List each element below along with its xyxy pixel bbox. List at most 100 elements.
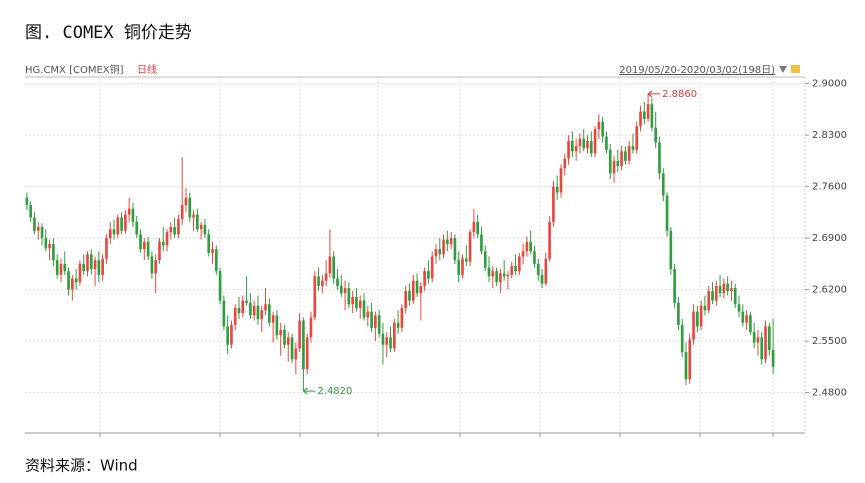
candle-body (400, 307, 404, 328)
candle-body (249, 302, 252, 316)
candle-body (567, 140, 570, 159)
candle-body (476, 221, 479, 235)
candle-body (434, 249, 438, 257)
candle-body (385, 337, 389, 345)
candle-body (639, 111, 642, 127)
candle-body (127, 208, 131, 215)
range-label[interactable]: 2019/05/20-2020/03/02(198日) (619, 65, 775, 76)
candle-body (563, 158, 567, 169)
candle-body (646, 104, 650, 119)
candle-body (624, 151, 627, 161)
candle-body (93, 260, 97, 269)
period-label: 日线 (137, 63, 157, 76)
candle-body (108, 229, 112, 239)
y-tick-label: 2.5500 (812, 336, 847, 347)
candle-body (294, 348, 298, 360)
candle-body (468, 232, 472, 262)
candle-body (86, 254, 89, 272)
candle-body (211, 249, 214, 253)
candle-body (218, 271, 222, 301)
candle-body (116, 217, 120, 235)
candle-body (74, 278, 78, 283)
candle-body (184, 197, 188, 205)
candle-body (321, 280, 324, 286)
candle-body (302, 320, 305, 370)
candle-body (449, 238, 453, 244)
y-tick-label: 2.4800 (812, 388, 847, 399)
candle-body (642, 111, 646, 119)
candle-body (438, 249, 442, 255)
candle-body (355, 296, 358, 308)
candle-body (196, 214, 199, 230)
candle-body (752, 332, 756, 343)
candle-body (616, 160, 620, 166)
candle-body (760, 337, 764, 360)
candle-body (578, 138, 582, 147)
candle-body (78, 263, 82, 283)
candle-body (661, 173, 665, 196)
candle-body (40, 227, 44, 239)
candle-body (589, 140, 593, 154)
candle-body (741, 311, 745, 323)
candle-body (52, 243, 55, 261)
candle-body (696, 311, 699, 327)
candle-body (608, 149, 612, 174)
candle-body (139, 234, 142, 250)
candle-body (411, 280, 415, 301)
dropdown-icon[interactable] (779, 66, 787, 73)
candle-body (328, 256, 332, 274)
y-tick-label: 2.9000 (812, 79, 847, 90)
lock-icon[interactable] (791, 65, 800, 73)
candle-body (146, 241, 150, 257)
candle-body (339, 285, 343, 294)
candle-body (33, 217, 36, 231)
candle-body (767, 326, 771, 350)
candle-body (25, 197, 29, 205)
candle-body (55, 260, 59, 275)
candle-body (555, 186, 559, 193)
candle-body (222, 300, 226, 327)
candle-body (544, 258, 548, 284)
candle-body (192, 214, 195, 218)
candle-body (669, 230, 673, 269)
annotation-label: 2.8860 (662, 89, 697, 100)
candle-body (264, 304, 267, 311)
candle-body (286, 337, 290, 345)
candle-body (665, 195, 669, 231)
candle-body (499, 273, 502, 283)
candle-body (430, 256, 434, 279)
candle-body (601, 121, 604, 137)
symbol-label: HG.CMX [COMEX铜] (25, 64, 124, 76)
candle-body (173, 227, 176, 235)
candle-body (699, 305, 703, 327)
y-tick-label: 2.6200 (812, 285, 847, 296)
candle-body (631, 146, 635, 150)
candle-body (358, 300, 362, 308)
candle-body (305, 337, 309, 370)
candle-body (677, 302, 680, 325)
candle-body (67, 271, 70, 290)
candle-body (612, 160, 616, 174)
candle-body (673, 268, 676, 303)
candle-body (290, 337, 294, 360)
candle-body (442, 239, 445, 255)
candle-body (548, 221, 551, 259)
candle-body (502, 273, 506, 277)
candle-body (680, 324, 684, 353)
candle-body (271, 315, 275, 323)
candle-body (283, 330, 286, 345)
candle-body (571, 140, 574, 152)
candle-body (381, 333, 385, 345)
candle-body (533, 251, 536, 264)
candle-body (188, 197, 192, 218)
candle-body (71, 278, 74, 290)
candle-body (703, 305, 707, 311)
candle-body (510, 266, 514, 275)
candle-body (722, 283, 726, 294)
candle-body (559, 168, 563, 193)
candle-body (101, 258, 104, 275)
candle-body (267, 304, 271, 323)
candle-body (36, 227, 40, 231)
candle-body (374, 315, 377, 328)
